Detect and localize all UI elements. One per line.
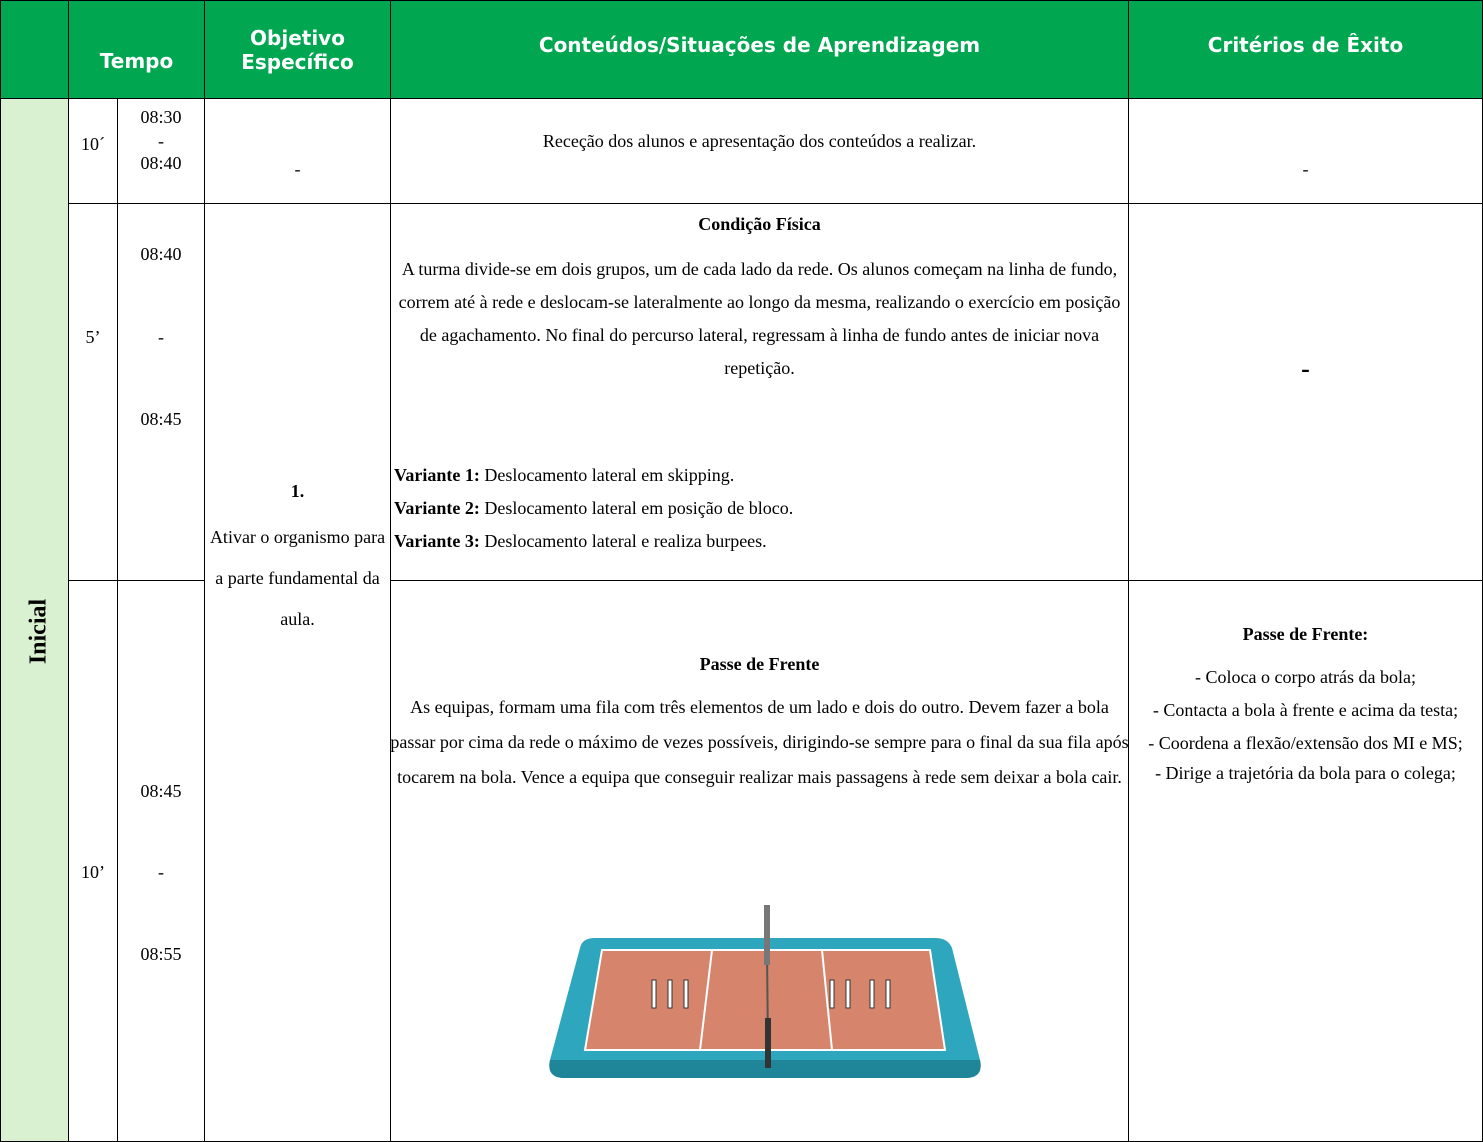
criteria-text: -	[1302, 159, 1309, 179]
content-text: Receção dos alunos e apresentação dos co…	[542, 131, 977, 151]
duration: 5’	[85, 327, 101, 347]
cell	[1128, 98, 1483, 204]
header-objetivo: Objetivo Específico	[204, 0, 391, 99]
objective: -	[294, 159, 301, 179]
criteria-item: - Coordena a flexão/extensão dos MI e MS…	[1148, 733, 1463, 753]
header-tempo: Tempo	[68, 0, 205, 99]
objective-text: Ativar o organismo para a parte fundamen…	[209, 527, 386, 629]
time-start: 08:45	[140, 781, 182, 801]
duration: 10´	[81, 134, 105, 154]
criteria-item: - Contacta a bola à frente e acima da te…	[1152, 700, 1459, 720]
cell	[117, 580, 205, 1142]
criteria-title: Passe de Frente:	[1242, 624, 1369, 644]
criteria-item: - Dirige a trajetória da bola para o col…	[1155, 763, 1456, 783]
criteria-item: - Coloca o corpo atrás da bola;	[1195, 667, 1416, 687]
time-sep: -	[158, 327, 164, 347]
content-title: Passe de Frente	[699, 654, 820, 674]
variant-label: Variante 2:	[394, 498, 480, 518]
time-end: 08:55	[140, 944, 182, 964]
variants: Variante 1: Deslocamento lateral em skip…	[394, 459, 1124, 558]
cell	[1128, 203, 1483, 581]
time-sep: -	[158, 131, 164, 151]
time-sep: -	[158, 862, 164, 882]
content-text: A turma divide-se em dois grupos, um de …	[398, 259, 1121, 378]
variant-label: Variante 1:	[394, 465, 480, 485]
variant-label: Variante 3:	[394, 531, 480, 551]
duration: 10’	[81, 862, 105, 882]
header-conteudos: Conteúdos/Situações de Aprendizagem	[390, 0, 1129, 99]
cell	[68, 203, 118, 581]
objective-number: 1.	[290, 481, 305, 501]
variant: Variante 1: Deslocamento lateral em skip…	[394, 459, 1124, 492]
time-start: 08:30	[140, 107, 182, 127]
time-start: 08:40	[140, 244, 182, 264]
variant-text: Deslocamento lateral e realiza burpees.	[484, 531, 767, 551]
content-text: As equipas, formam uma fila com três ele…	[390, 697, 1129, 787]
variant-text: Deslocamento lateral em skipping.	[484, 465, 735, 485]
phase-label: Inicial	[25, 598, 52, 665]
header-blank	[0, 0, 69, 99]
time-end: 08:45	[140, 409, 182, 429]
phase-cell	[0, 98, 69, 1142]
cell	[68, 580, 118, 1142]
criteria-text: -	[1301, 354, 1310, 383]
cell	[204, 98, 391, 204]
variant: Variante 3: Deslocamento lateral e reali…	[394, 525, 1124, 558]
variant-text: Deslocamento lateral em posição de bloco…	[484, 498, 794, 518]
court-illustration	[549, 905, 981, 1078]
criteria-items: - Coloca o corpo atrás da bola; - Contac…	[1128, 661, 1483, 786]
cell	[204, 203, 391, 1142]
content-title: Condição Física	[698, 214, 821, 234]
time-end: 08:40	[140, 153, 182, 173]
header-criterios: Critérios de Êxito	[1128, 0, 1483, 99]
variant: Variante 2: Deslocamento lateral em posi…	[394, 492, 1124, 525]
